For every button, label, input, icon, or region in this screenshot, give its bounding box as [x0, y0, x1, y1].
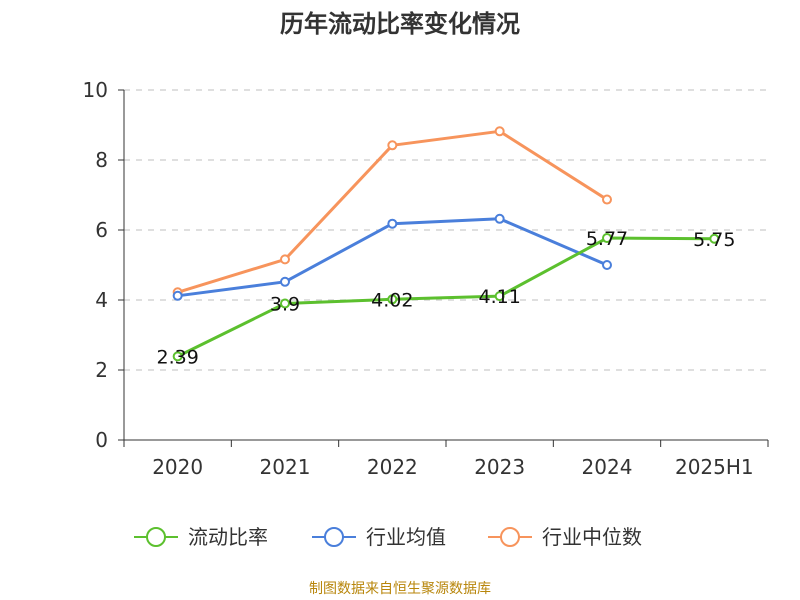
legend-marker-icon — [324, 527, 344, 547]
legend-label: 行业中位数 — [542, 525, 642, 549]
legend[interactable]: 流动比率 行业均值 行业中位数 — [134, 525, 642, 549]
data-label: 2.39 — [157, 346, 199, 368]
axes: 0 2 4 6 8 10 2020 2021 2022 2023 2024 2025H1 — [83, 78, 769, 479]
gridlines — [124, 89, 768, 371]
data-point[interactable] — [494, 291, 505, 302]
legend-marker-icon — [500, 527, 520, 547]
data-point[interactable] — [280, 298, 290, 309]
data-labels: 2.39 3.9 4.02 4.11 5.77 5.75 — [157, 228, 736, 368]
chart-title: 历年流动比率变化情况 — [280, 10, 520, 38]
data-point[interactable] — [387, 294, 398, 305]
y-tick-label: 2 — [95, 358, 108, 382]
data-point[interactable] — [172, 351, 183, 362]
data-point[interactable] — [602, 194, 612, 205]
y-tick-label: 8 — [95, 148, 108, 172]
data-point[interactable] — [709, 233, 720, 244]
data-point[interactable] — [387, 140, 398, 151]
y-tick-label: 4 — [95, 288, 108, 312]
y-tick-label: 0 — [95, 428, 108, 452]
legend-item-1[interactable]: 行业均值 — [312, 525, 446, 549]
data-point[interactable] — [602, 260, 612, 270]
data-label: 4.11 — [479, 286, 521, 308]
data-label: 5.77 — [586, 228, 628, 250]
x-tick-label-2023: 2023 — [474, 455, 525, 479]
data-label: 3.9 — [270, 294, 300, 316]
legend-item-2[interactable]: 行业中位数 — [488, 525, 642, 549]
data-point[interactable] — [494, 126, 505, 137]
data-label: 5.75 — [693, 229, 735, 251]
data-point[interactable] — [602, 233, 612, 244]
legend-item-0[interactable]: 流动比率 — [134, 525, 268, 549]
series-line-2 — [177, 129, 608, 294]
y-tick-label: 10 — [83, 78, 108, 102]
x-tick-label-2020: 2020 — [152, 455, 203, 479]
legend-label: 流动比率 — [188, 525, 268, 549]
x-tick-label-2025H1: 2025H1 — [675, 455, 754, 479]
data-point[interactable] — [494, 213, 505, 224]
series-layer — [172, 126, 720, 362]
x-tick-label-2024: 2024 — [582, 455, 633, 479]
data-point[interactable] — [280, 276, 290, 287]
x-tick-label-2021: 2021 — [260, 455, 311, 479]
series-line-0 — [177, 236, 715, 358]
source-note: 制图数据来自恒生聚源数据库 — [309, 581, 491, 597]
data-label: 4.02 — [371, 289, 413, 311]
x-tick-label-2022: 2022 — [367, 455, 418, 479]
y-tick-label: 6 — [95, 218, 108, 242]
data-point[interactable] — [280, 254, 290, 265]
legend-label: 行业均值 — [366, 525, 446, 549]
data-point[interactable] — [387, 218, 398, 229]
data-point[interactable] — [172, 290, 183, 301]
legend-marker-icon — [146, 527, 166, 547]
